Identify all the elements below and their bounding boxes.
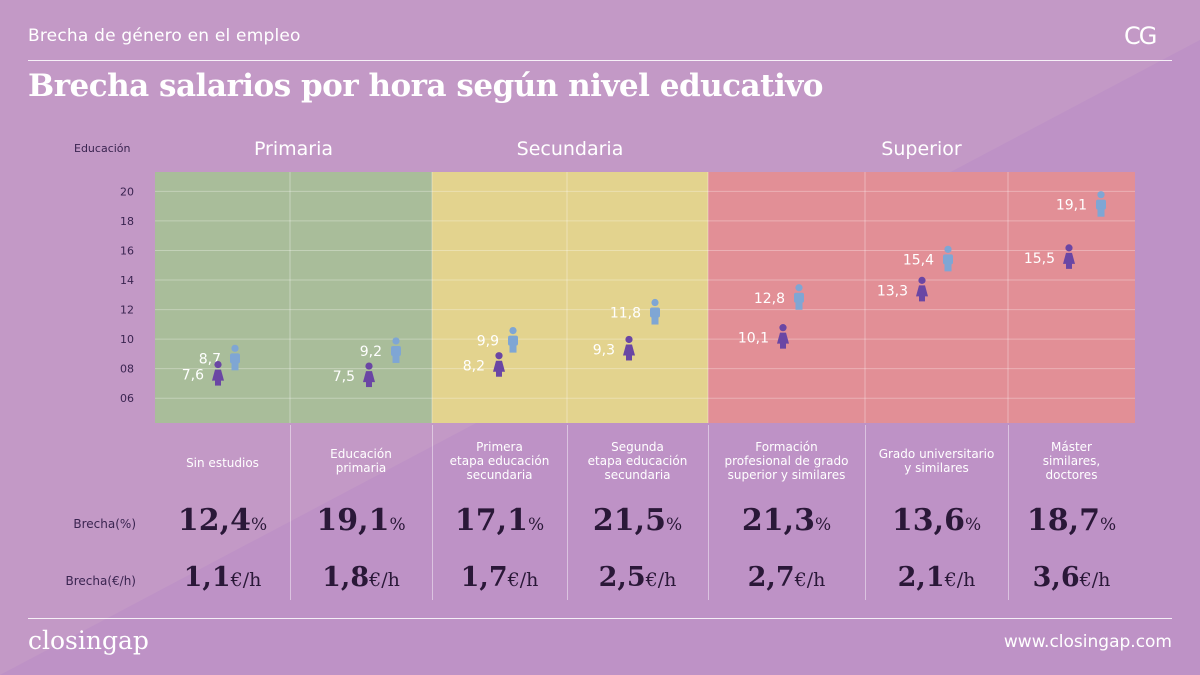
column-divider xyxy=(1008,425,1009,600)
women-value-label: 9,3 xyxy=(593,342,615,358)
header-divider xyxy=(28,60,1172,61)
category-label: Educación primaria xyxy=(330,447,392,475)
column-divider xyxy=(432,425,433,600)
category-label: Sin estudios xyxy=(186,456,259,470)
footer-divider xyxy=(28,618,1172,619)
gap-euro-value: 1,1€/h xyxy=(183,562,262,593)
man-icon xyxy=(230,344,240,371)
column-divider xyxy=(567,425,568,600)
category-label: Segunda etapa educación secundaria xyxy=(587,440,688,482)
y-tick-label: 16 xyxy=(120,244,134,257)
gap-percent-value: 17,1% xyxy=(454,503,545,538)
men-value-label: 15,4 xyxy=(903,252,934,268)
women-value-label: 7,5 xyxy=(333,369,355,385)
y-tick-label: 10 xyxy=(120,333,134,346)
women-value-label: 7,6 xyxy=(182,368,204,384)
group-heading: Superior xyxy=(881,138,962,160)
category-label: Máster similares, doctores xyxy=(1042,440,1101,482)
gap-euro-value: 2,1€/h xyxy=(897,562,976,593)
cg-logo: CG xyxy=(1124,22,1157,50)
y-tick-label: 14 xyxy=(120,274,134,287)
gap-percent-value: 21,3% xyxy=(741,503,832,538)
man-icon xyxy=(391,337,401,363)
men-value-label: 11,8 xyxy=(610,306,641,322)
gap-percent-value: 12,4% xyxy=(177,503,268,538)
gap-percent-value: 18,7% xyxy=(1026,503,1117,538)
y-tick-label: 18 xyxy=(120,215,134,228)
y-tick-label: 06 xyxy=(120,392,134,405)
column-divider xyxy=(865,425,866,600)
women-value-label: 13,3 xyxy=(877,283,908,299)
group-heading: Primaria xyxy=(253,138,334,160)
section-title: Brecha de género en el empleo xyxy=(28,26,301,46)
y-tick-label: 20 xyxy=(120,185,134,198)
group-heading: Secundaria xyxy=(516,138,624,160)
gap-euro-value: 1,7€/h xyxy=(460,562,539,593)
gap-euro-value: 2,7€/h xyxy=(747,562,826,593)
website-link[interactable]: www.closingap.com xyxy=(1003,632,1172,652)
row-label-gap-percent: Brecha(%) xyxy=(73,517,136,531)
y-tick-label: 08 xyxy=(120,363,134,376)
women-value-label: 15,5 xyxy=(1024,251,1055,267)
page-title: Brecha salarios por hora según nivel edu… xyxy=(28,68,823,104)
woman-icon xyxy=(1063,244,1075,269)
men-value-label: 9,2 xyxy=(360,344,382,360)
man-icon xyxy=(794,284,804,310)
women-value-label: 8,2 xyxy=(463,359,485,375)
gap-percent-value: 21,5% xyxy=(592,503,683,538)
men-value-label: 9,9 xyxy=(477,334,499,350)
column-divider xyxy=(290,425,291,600)
woman-icon xyxy=(493,352,505,377)
group-band-1 xyxy=(432,172,708,423)
brand-logo: closingap xyxy=(28,626,149,655)
column-divider xyxy=(708,425,709,600)
woman-icon xyxy=(363,362,375,388)
woman-icon xyxy=(777,324,789,349)
y-axis-label: Educación xyxy=(74,142,131,155)
gap-euro-value: 1,8€/h xyxy=(322,562,400,593)
gap-euro-value: 3,6€/h xyxy=(1032,562,1111,593)
woman-icon xyxy=(623,335,635,361)
man-icon xyxy=(1096,191,1106,217)
y-tick-label: 12 xyxy=(120,304,134,317)
man-icon xyxy=(650,298,660,325)
gap-percent-value: 19,1% xyxy=(316,503,406,538)
man-icon xyxy=(943,245,953,272)
women-value-label: 10,1 xyxy=(738,331,769,347)
group-band-0 xyxy=(155,172,432,423)
gap-euro-value: 2,5€/h xyxy=(598,562,677,593)
row-label-gap-euro: Brecha(€/h) xyxy=(65,574,137,588)
category-label: Grado universitario y similares xyxy=(878,447,995,475)
category-label: Formación profesional de grado superior y … xyxy=(724,440,849,482)
man-icon xyxy=(508,327,518,353)
category-label: Primera etapa educación secundaria xyxy=(449,440,550,482)
men-value-label: 12,8 xyxy=(754,291,785,307)
gap-percent-value: 13,6% xyxy=(891,503,982,538)
woman-icon xyxy=(916,276,928,302)
woman-icon xyxy=(212,360,224,386)
men-value-label: 19,1 xyxy=(1056,198,1087,214)
